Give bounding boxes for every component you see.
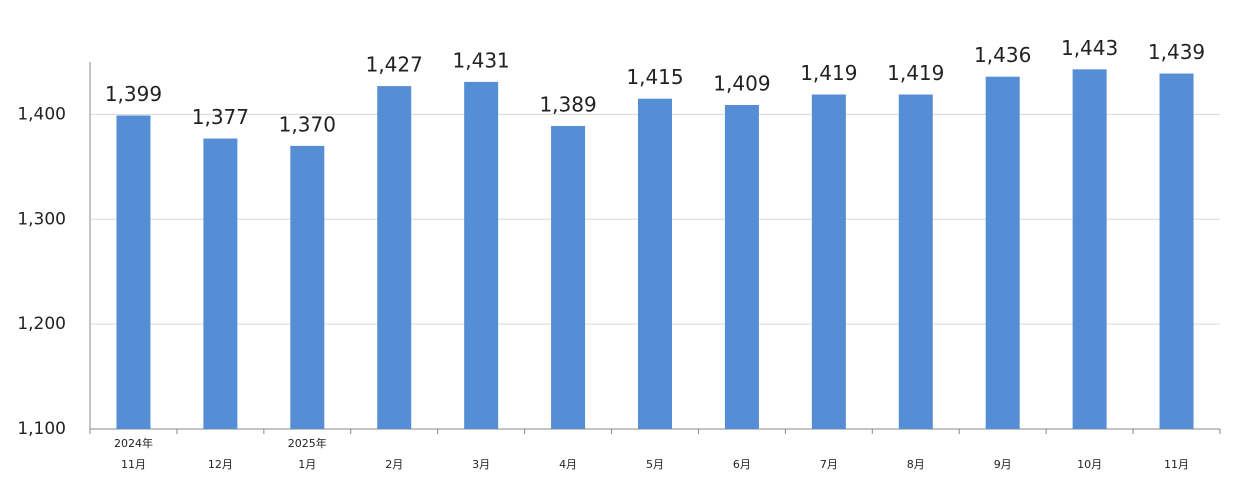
- value-label: 1,419: [887, 61, 944, 85]
- x-tick-label: 3月: [472, 458, 490, 471]
- value-label: 1,427: [366, 53, 423, 77]
- bar: [985, 76, 1020, 430]
- value-label: 1,419: [800, 61, 857, 85]
- y-tick-label: 1,400: [17, 104, 66, 124]
- x-year-label: 2024年: [114, 436, 153, 450]
- x-tick-label: 11月: [1164, 458, 1189, 471]
- bar: [638, 98, 672, 429]
- value-label: 1,370: [279, 112, 336, 136]
- value-label: 1,439: [1148, 40, 1205, 64]
- y-tick-label: 1,200: [17, 314, 66, 334]
- value-label: 1,436: [974, 43, 1031, 67]
- x-tick-label: 12月: [208, 458, 233, 471]
- x-year-label: 2025年: [288, 436, 327, 450]
- bar: [811, 94, 846, 430]
- x-tick-label: 1月: [298, 458, 316, 471]
- bar: [1159, 73, 1194, 429]
- bar: [116, 115, 151, 429]
- value-label: 1,415: [626, 65, 683, 89]
- value-label: 1,409: [713, 71, 770, 95]
- y-tick-label: 1,100: [17, 419, 66, 439]
- x-tick-label: 10月: [1077, 458, 1102, 471]
- bar: [290, 145, 325, 429]
- bar: [464, 81, 499, 430]
- bar: [551, 125, 586, 429]
- value-label: 1,377: [192, 105, 249, 129]
- bar: [377, 86, 412, 430]
- bar: [1072, 69, 1107, 429]
- bar: [898, 94, 933, 430]
- x-tick-label: 2月: [385, 458, 403, 471]
- y-tick-label: 1,300: [17, 209, 66, 229]
- bar: [203, 138, 238, 429]
- value-label: 1,443: [1061, 36, 1118, 60]
- x-tick-label: 7月: [820, 458, 838, 471]
- bar: [724, 104, 759, 430]
- value-label: 1,431: [453, 48, 510, 72]
- x-tick-label: 11月: [121, 458, 146, 471]
- x-tick-label: 8月: [907, 458, 925, 471]
- x-tick-label: 9月: [994, 458, 1012, 471]
- value-label: 1,399: [105, 82, 162, 106]
- x-tick-label: 5月: [646, 458, 664, 471]
- x-tick-label: 6月: [733, 458, 751, 471]
- value-label: 1,389: [539, 92, 596, 116]
- x-tick-label: 4月: [559, 458, 577, 471]
